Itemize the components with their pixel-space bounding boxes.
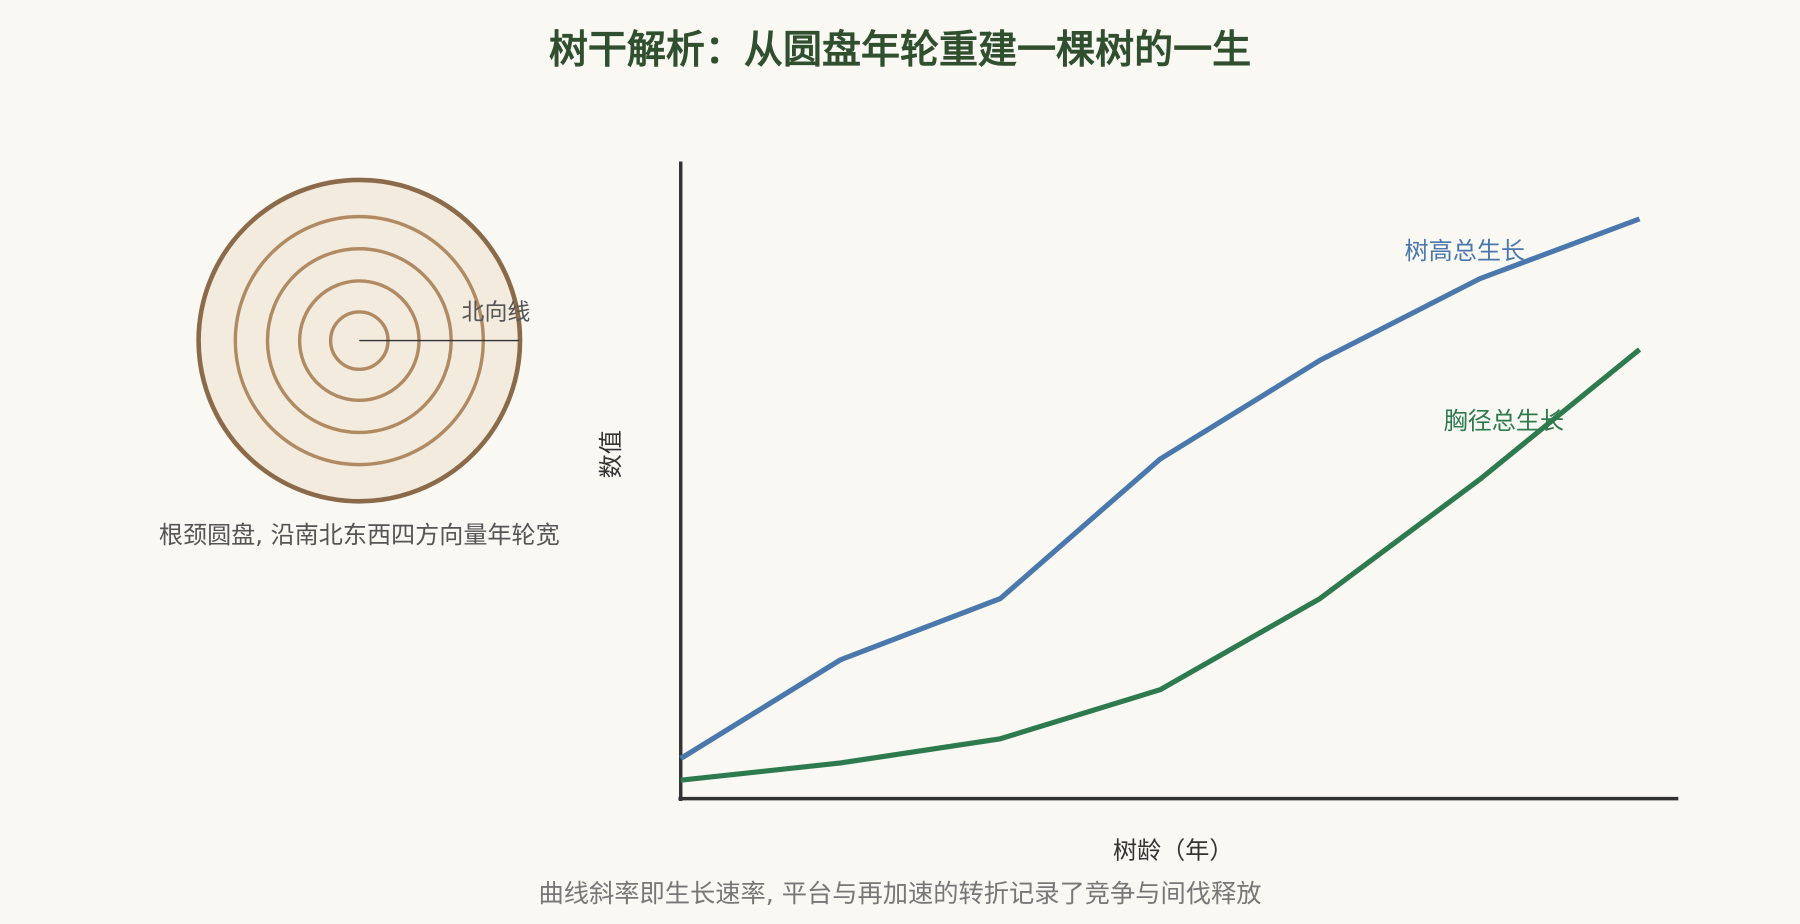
disc-caption: 根颈圆盘, 沿南北东西四方向量年轮宽 [159,521,560,549]
y-axis-label: 数值 [597,430,625,478]
series-line [680,347,1642,783]
x-axis-label: 树龄（年） [1113,836,1233,864]
series-label: 树高总生长 [1405,237,1525,265]
tree-disc: 北向线 根颈圆盘, 沿南北东西四方向量年轮宽 [159,177,560,549]
chart-subtitle: 曲线斜率即生长速率, 平台与再加速的转折记录了竞争与间伐释放 [538,879,1261,908]
series-label: 胸径总生长 [1444,407,1564,435]
chart-title: 树干解析：从圆盘年轮重建一棵树的一生 [549,28,1251,73]
series-line [679,216,1641,761]
north-label: 北向线 [462,300,531,326]
